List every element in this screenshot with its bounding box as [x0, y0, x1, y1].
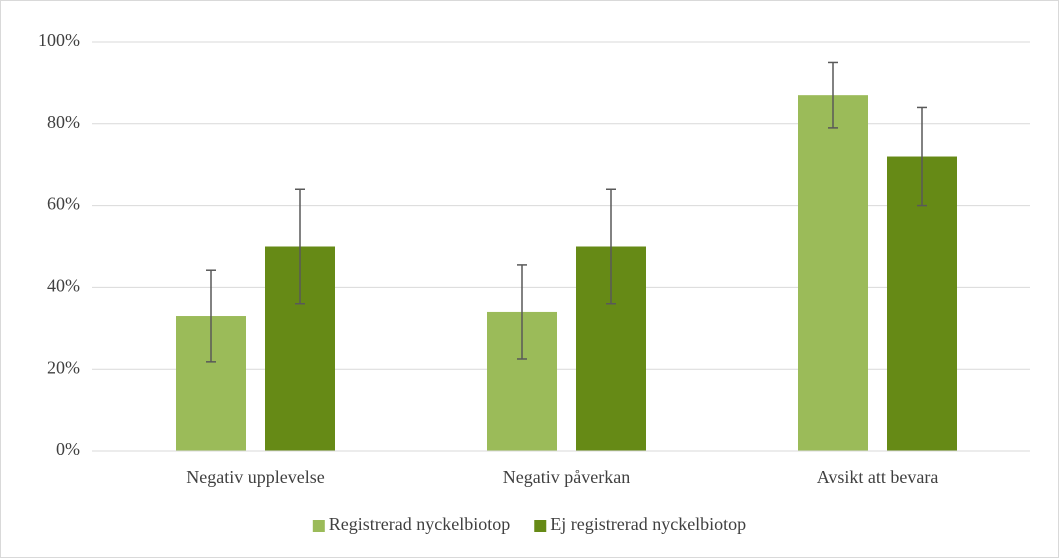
legend-label: Ej registrerad nyckelbiotop: [550, 514, 746, 534]
y-tick-label: 80%: [47, 112, 80, 132]
legend-label: Registrerad nyckelbiotop: [329, 514, 510, 534]
y-tick-label: 40%: [47, 276, 80, 296]
y-tick-label: 20%: [47, 357, 80, 377]
y-tick-label: 100%: [38, 30, 80, 50]
legend-swatch: [312, 520, 325, 532]
x-tick-label: Avsikt att bevara: [817, 467, 939, 487]
legend-swatch: [534, 520, 547, 532]
bar: [798, 95, 868, 452]
y-tick-label: 0%: [56, 439, 80, 459]
x-tick-label: Negativ påverkan: [503, 467, 630, 487]
y-tick-label: 60%: [47, 194, 80, 214]
x-tick-label: Negativ upplevelse: [186, 467, 324, 487]
